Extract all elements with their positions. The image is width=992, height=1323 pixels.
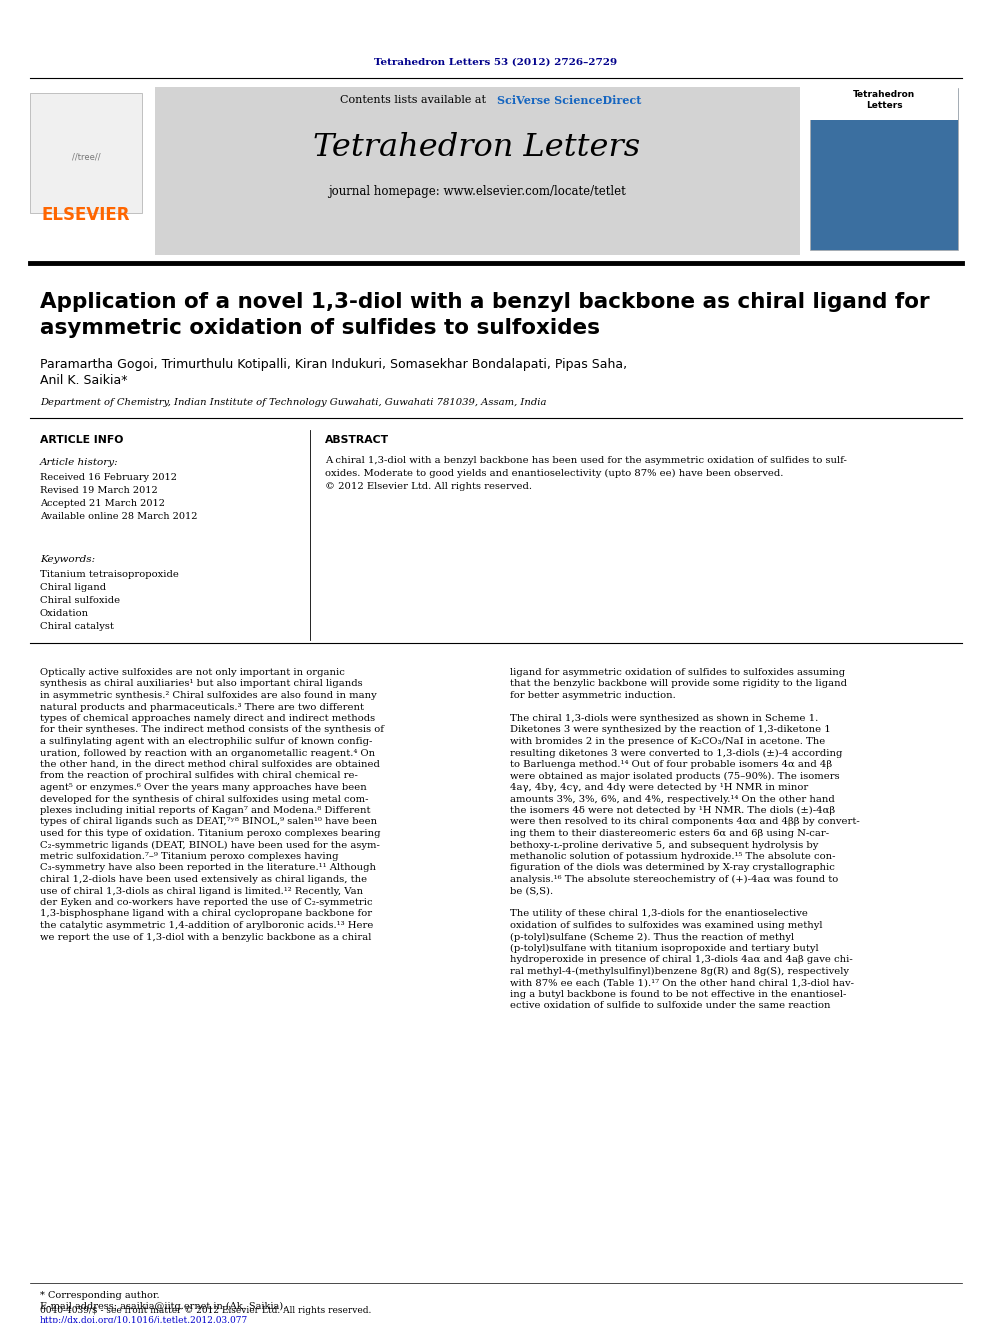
Text: http://dx.doi.org/10.1016/j.tetlet.2012.03.077: http://dx.doi.org/10.1016/j.tetlet.2012.… <box>40 1316 248 1323</box>
Text: //tree//: //tree// <box>71 152 100 161</box>
Text: be (S,S).: be (S,S). <box>510 886 554 896</box>
Text: natural products and pharmaceuticals.³ There are two different: natural products and pharmaceuticals.³ T… <box>40 703 364 712</box>
Text: the other hand, in the direct method chiral sulfoxides are obtained: the other hand, in the direct method chi… <box>40 759 380 769</box>
Text: ing them to their diastereomeric esters 6α and 6β using N-car-: ing them to their diastereomeric esters … <box>510 830 829 837</box>
Text: Chiral ligand: Chiral ligand <box>40 583 106 591</box>
Text: we report the use of 1,3-diol with a benzylic backbone as a chiral: we report the use of 1,3-diol with a ben… <box>40 933 371 942</box>
Text: E-mail address: asaikia@iitg.ernet.in (Ak. Saikia).: E-mail address: asaikia@iitg.ernet.in (A… <box>40 1302 287 1311</box>
Text: (p-tolyl)sulfane with titanium isopropoxide and tertiary butyl: (p-tolyl)sulfane with titanium isopropox… <box>510 945 818 953</box>
Text: Paramartha Gogoi, Trimurthulu Kotipalli, Kiran Indukuri, Somasekhar Bondalapati,: Paramartha Gogoi, Trimurthulu Kotipalli,… <box>40 359 627 370</box>
Text: uration, followed by reaction with an organometallic reagent.⁴ On: uration, followed by reaction with an or… <box>40 749 375 758</box>
Text: 1,3-bisphosphane ligand with a chiral cyclopropane backbone for: 1,3-bisphosphane ligand with a chiral cy… <box>40 909 372 918</box>
Text: for better asymmetric induction.: for better asymmetric induction. <box>510 691 676 700</box>
Text: The chiral 1,3-diols were synthesized as shown in Scheme 1.: The chiral 1,3-diols were synthesized as… <box>510 714 818 722</box>
Text: types of chemical approaches namely direct and indirect methods: types of chemical approaches namely dire… <box>40 714 375 722</box>
Text: Tetrahedron Letters 53 (2012) 2726–2729: Tetrahedron Letters 53 (2012) 2726–2729 <box>374 57 618 66</box>
Text: * Corresponding author.: * Corresponding author. <box>40 1291 160 1301</box>
Text: SciVerse ScienceDirect: SciVerse ScienceDirect <box>497 94 642 106</box>
Text: with bromides 2 in the presence of K₂CO₃/NaI in acetone. The: with bromides 2 in the presence of K₂CO₃… <box>510 737 825 746</box>
Text: that the benzylic backbone will provide some rigidity to the ligand: that the benzylic backbone will provide … <box>510 680 847 688</box>
Text: were then resolved to its chiral components 4αα and 4ββ by convert-: were then resolved to its chiral compone… <box>510 818 860 827</box>
Text: amounts 3%, 3%, 6%, and 4%, respectively.¹⁴ On the other hand: amounts 3%, 3%, 6%, and 4%, respectively… <box>510 795 834 803</box>
FancyBboxPatch shape <box>30 93 142 213</box>
Text: Tetrahedron
Letters: Tetrahedron Letters <box>853 90 916 110</box>
Text: were obtained as major isolated products (75–90%). The isomers: were obtained as major isolated products… <box>510 771 839 781</box>
Text: Article history:: Article history: <box>40 458 119 467</box>
Text: Chiral sulfoxide: Chiral sulfoxide <box>40 595 120 605</box>
Text: Received 16 February 2012: Received 16 February 2012 <box>40 474 177 482</box>
Text: figuration of the diols was determined by X-ray crystallographic: figuration of the diols was determined b… <box>510 864 835 872</box>
Text: ELSEVIER: ELSEVIER <box>42 206 130 224</box>
Text: ARTICLE INFO: ARTICLE INFO <box>40 435 123 445</box>
Text: ral methyl-4-(methylsulfinyl)benzene 8g(R) and 8g(S), respectively: ral methyl-4-(methylsulfinyl)benzene 8g(… <box>510 967 849 976</box>
Text: Department of Chemistry, Indian Institute of Technology Guwahati, Guwahati 78103: Department of Chemistry, Indian Institut… <box>40 398 547 407</box>
Text: plexes including initial reports of Kagan⁷ and Modena.⁸ Different: plexes including initial reports of Kaga… <box>40 806 370 815</box>
FancyBboxPatch shape <box>810 89 958 120</box>
Text: the catalytic asymmetric 1,4-addition of arylboronic acids.¹³ Here: the catalytic asymmetric 1,4-addition of… <box>40 921 373 930</box>
Text: © 2012 Elsevier Ltd. All rights reserved.: © 2012 Elsevier Ltd. All rights reserved… <box>325 482 532 491</box>
Text: (p-tolyl)sulfane (Scheme 2). Thus the reaction of methyl: (p-tolyl)sulfane (Scheme 2). Thus the re… <box>510 933 795 942</box>
Text: the isomers 4δ were not detected by ¹H NMR. The diols (±)-4αβ: the isomers 4δ were not detected by ¹H N… <box>510 806 835 815</box>
Text: ABSTRACT: ABSTRACT <box>325 435 389 445</box>
Text: Accepted 21 March 2012: Accepted 21 March 2012 <box>40 499 165 508</box>
Text: C₃-symmetry have also been reported in the literature.¹¹ Although: C₃-symmetry have also been reported in t… <box>40 864 376 872</box>
Text: hydroperoxide in presence of chiral 1,3-diols 4aα and 4aβ gave chi-: hydroperoxide in presence of chiral 1,3-… <box>510 955 853 964</box>
Text: Titanium tetraisopropoxide: Titanium tetraisopropoxide <box>40 570 179 579</box>
Text: bethoxy-ʟ-proline derivative 5, and subsequent hydrolysis by: bethoxy-ʟ-proline derivative 5, and subs… <box>510 840 818 849</box>
Text: oxides. Moderate to good yields and enantioselectivity (upto 87% ee) have been o: oxides. Moderate to good yields and enan… <box>325 468 784 478</box>
FancyBboxPatch shape <box>155 87 800 255</box>
Text: Diketones 3 were synthesized by the reaction of 1,3-diketone 1: Diketones 3 were synthesized by the reac… <box>510 725 830 734</box>
Text: A chiral 1,3-diol with a benzyl backbone has been used for the asymmetric oxidat: A chiral 1,3-diol with a benzyl backbone… <box>325 456 847 464</box>
Text: The utility of these chiral 1,3-diols for the enantioselective: The utility of these chiral 1,3-diols fo… <box>510 909 807 918</box>
Text: der Eyken and co-workers have reported the use of C₂-symmetric: der Eyken and co-workers have reported t… <box>40 898 373 908</box>
Text: Revised 19 March 2012: Revised 19 March 2012 <box>40 486 158 495</box>
Text: Chiral catalyst: Chiral catalyst <box>40 622 114 631</box>
Text: with 87% ee each (Table 1).¹⁷ On the other hand chiral 1,3-diol hav-: with 87% ee each (Table 1).¹⁷ On the oth… <box>510 979 854 987</box>
Text: developed for the synthesis of chiral sulfoxides using metal com-: developed for the synthesis of chiral su… <box>40 795 368 803</box>
Text: 4aγ, 4bγ, 4cγ, and 4dγ were detected by ¹H NMR in minor: 4aγ, 4bγ, 4cγ, and 4dγ were detected by … <box>510 783 808 792</box>
FancyBboxPatch shape <box>810 89 958 250</box>
Text: Keywords:: Keywords: <box>40 556 95 564</box>
Text: analysis.¹⁶ The absolute stereochemistry of (+)-4aα was found to: analysis.¹⁶ The absolute stereochemistry… <box>510 875 838 884</box>
Text: Oxidation: Oxidation <box>40 609 89 618</box>
Text: chiral 1,2-diols have been used extensively as chiral ligands, the: chiral 1,2-diols have been used extensiv… <box>40 875 367 884</box>
Text: Anil K. Saikia*: Anil K. Saikia* <box>40 374 128 388</box>
Text: ing a butyl backbone is found to be not effective in the enantiosel-: ing a butyl backbone is found to be not … <box>510 990 846 999</box>
Text: oxidation of sulfides to sulfoxides was examined using methyl: oxidation of sulfides to sulfoxides was … <box>510 921 822 930</box>
Text: ligand for asymmetric oxidation of sulfides to sulfoxides assuming: ligand for asymmetric oxidation of sulfi… <box>510 668 845 677</box>
Text: Contents lists available at: Contents lists available at <box>340 95 489 105</box>
Text: resulting diketones 3 were converted to 1,3-diols (±)-4 according: resulting diketones 3 were converted to … <box>510 749 842 758</box>
Text: ective oxidation of sulfide to sulfoxide under the same reaction: ective oxidation of sulfide to sulfoxide… <box>510 1002 830 1011</box>
Text: Tetrahedron Letters: Tetrahedron Letters <box>313 131 641 163</box>
Text: used for this type of oxidation. Titanium peroxo complexes bearing: used for this type of oxidation. Titaniu… <box>40 830 381 837</box>
Text: in asymmetric synthesis.² Chiral sulfoxides are also found in many: in asymmetric synthesis.² Chiral sulfoxi… <box>40 691 377 700</box>
Text: 0040-4039/$ - see front matter © 2012 Elsevier Ltd. All rights reserved.: 0040-4039/$ - see front matter © 2012 El… <box>40 1306 371 1315</box>
Text: methanolic solution of potassium hydroxide.¹⁵ The absolute con-: methanolic solution of potassium hydroxi… <box>510 852 835 861</box>
Text: use of chiral 1,3-diols as chiral ligand is limited.¹² Recently, Van: use of chiral 1,3-diols as chiral ligand… <box>40 886 363 896</box>
Text: Optically active sulfoxides are not only important in organic: Optically active sulfoxides are not only… <box>40 668 345 677</box>
Text: to Barluenga method.¹⁴ Out of four probable isomers 4α and 4β: to Barluenga method.¹⁴ Out of four proba… <box>510 759 832 769</box>
Text: for their syntheses. The indirect method consists of the synthesis of: for their syntheses. The indirect method… <box>40 725 384 734</box>
Text: Available online 28 March 2012: Available online 28 March 2012 <box>40 512 197 521</box>
Text: a sulfinylating agent with an electrophilic sulfur of known config-: a sulfinylating agent with an electrophi… <box>40 737 372 746</box>
Text: agent⁵ or enzymes.⁶ Over the years many approaches have been: agent⁵ or enzymes.⁶ Over the years many … <box>40 783 367 792</box>
Text: C₂-symmetric ligands (DEAT, BINOL) have been used for the asym-: C₂-symmetric ligands (DEAT, BINOL) have … <box>40 840 380 849</box>
Text: from the reaction of prochiral sulfides with chiral chemical re-: from the reaction of prochiral sulfides … <box>40 771 358 781</box>
Text: journal homepage: www.elsevier.com/locate/tetlet: journal homepage: www.elsevier.com/locat… <box>328 185 626 198</box>
Text: Application of a novel 1,3-diol with a benzyl backbone as chiral ligand for: Application of a novel 1,3-diol with a b… <box>40 292 930 312</box>
Text: types of chiral ligands such as DEAT,⁷ʸ⁸ BINOL,⁹ salen¹⁰ have been: types of chiral ligands such as DEAT,⁷ʸ⁸… <box>40 818 377 827</box>
Text: metric sulfoxidation.⁷–⁹ Titanium peroxo complexes having: metric sulfoxidation.⁷–⁹ Titanium peroxo… <box>40 852 338 861</box>
Text: synthesis as chiral auxiliaries¹ but also important chiral ligands: synthesis as chiral auxiliaries¹ but als… <box>40 680 363 688</box>
Text: asymmetric oxidation of sulfides to sulfoxides: asymmetric oxidation of sulfides to sulf… <box>40 318 600 337</box>
